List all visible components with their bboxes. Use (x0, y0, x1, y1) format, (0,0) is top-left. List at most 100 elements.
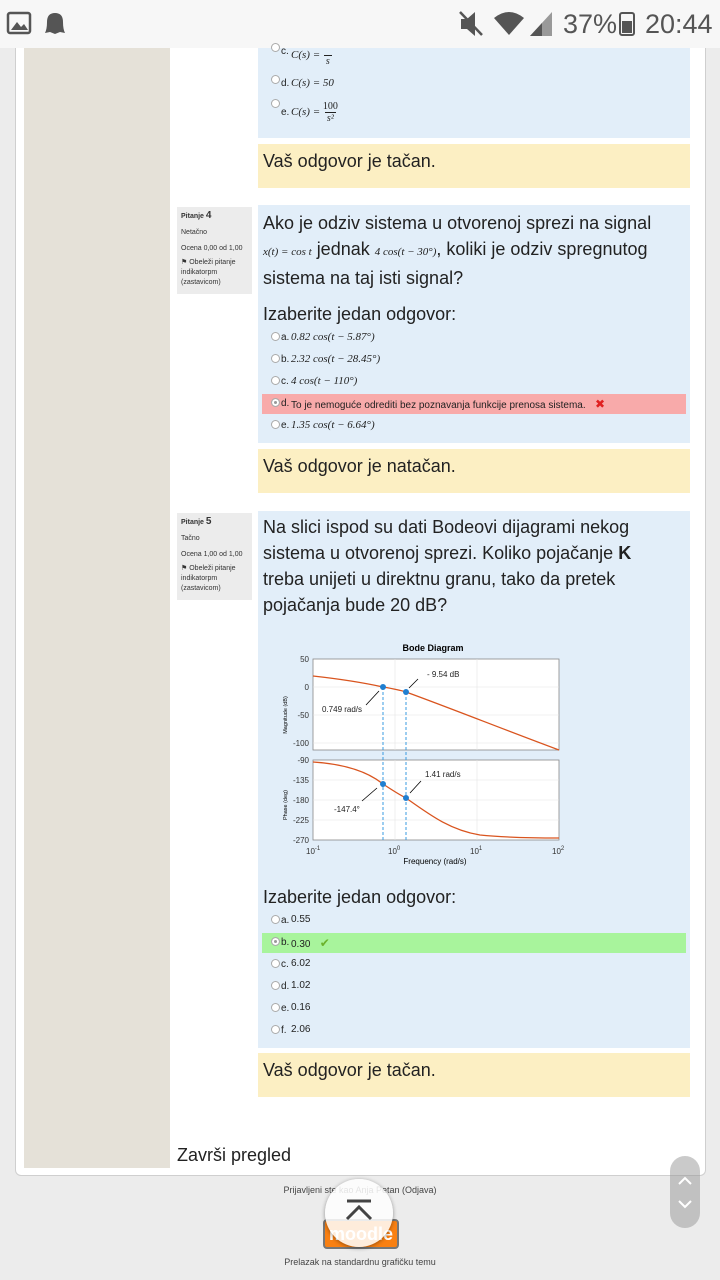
tick-exponent: 2 (561, 846, 565, 852)
option-label: b. (281, 937, 290, 948)
finish-review-link[interactable]: Završi pregled (177, 1145, 292, 1165)
option: c. 4 cos(t − 110°) (262, 372, 686, 392)
radio[interactable] (271, 75, 280, 84)
info-inner: Pitanje 4 Netačno Ocena 0,00 od 1,00 ⚑ O… (177, 207, 252, 292)
question-heading: Pitanje (181, 519, 204, 526)
option-label: d. (281, 398, 290, 409)
flag-question[interactable]: ⚑ Obeleži pitanje indikatorpm (zastavico… (181, 565, 236, 592)
annotation: 0.749 rad/s (322, 705, 362, 714)
y-tick-label: 50 (300, 655, 309, 664)
option-text: To je nemoguće odrediti bez poznavanja f… (291, 397, 606, 411)
y-tick-label: -100 (293, 739, 310, 748)
prompt: Izaberite jedan odgovor: (263, 304, 457, 324)
scroll-handle[interactable] (670, 1156, 700, 1228)
option-label: e. (281, 420, 290, 431)
y-axis-label: Phase (deg) (283, 790, 289, 820)
feedback-text: Vaš odgovor je natačan. (263, 456, 456, 476)
option-text: 4 cos(t − 110°) (291, 375, 358, 387)
question-line: x(t) = cos t jednak 4 cos(t − 30°), koli… (263, 239, 648, 259)
option: d. C(s) = 50 (262, 74, 686, 94)
radio[interactable] (271, 1025, 280, 1034)
option-text: 1.02 (291, 980, 311, 991)
option-text: 2.06 (291, 1024, 311, 1035)
denominator: s² (324, 112, 336, 124)
radio[interactable] (271, 376, 280, 385)
radio[interactable] (271, 398, 280, 407)
question-line: Ako je odziv sistema u otvorenoj sprezi … (263, 213, 652, 233)
formula-lhs: C(s) = (291, 106, 321, 119)
marker-point (403, 689, 409, 695)
question-text: Ako je odziv sistema u otvorenoj sprezi … (263, 210, 683, 291)
y-axis-label: Magnitude (dB) (283, 696, 289, 734)
scroll-top-icon (345, 1199, 373, 1221)
radio[interactable] (271, 937, 280, 946)
option-label: f. (281, 1025, 287, 1036)
magnitude-curve (312, 675, 560, 751)
option-text: 0.30 ✔ (291, 936, 330, 950)
radio[interactable] (271, 43, 280, 52)
feedback-text: Vaš odgovor je tačan. (263, 151, 436, 171)
option: f. 2.06 (262, 1021, 686, 1041)
option-label: d. (281, 78, 290, 89)
radio[interactable] (271, 915, 280, 924)
battery-percent: 37% (563, 9, 617, 39)
option: b. 2.32 cos(t − 28.45°) (262, 350, 686, 370)
question-number: Pitanje 4 (181, 211, 248, 222)
radio[interactable] (271, 959, 280, 968)
fraction: 100 s² (323, 101, 338, 124)
option: d. 1.02 (262, 977, 686, 997)
mute-slash (459, 11, 483, 36)
option: e. 1.35 cos(t − 6.64°) (262, 416, 686, 436)
tick-base: 10 (388, 847, 397, 856)
question-state: Tačno (181, 535, 200, 542)
radio[interactable] (271, 420, 280, 429)
option: d. To je nemoguće odrediti bez poznavanja… (262, 394, 686, 414)
option-label: d. (281, 981, 290, 992)
question-info: Pitanje 5 Tačno Ocena 1,00 od 1,00 ⚑ Obe… (177, 513, 252, 600)
feedback: Vaš odgovor je tačan. (258, 1053, 690, 1097)
y-tick-label: 0 (305, 683, 310, 692)
clock: 20:44 (645, 9, 713, 39)
annotation: -147.4° (334, 805, 360, 814)
option: e. C(s) = 100 s² (262, 98, 686, 128)
question-4-content: Ako je odziv sistema u otvorenoj sprezi … (258, 205, 690, 443)
y-tick-label: -50 (297, 711, 309, 720)
question-5-content: Na slici ispod su dati Bodeovi dijagrami… (258, 511, 690, 1048)
radio[interactable] (271, 99, 280, 108)
option-text: 2.32 cos(t − 28.45°) (291, 353, 381, 365)
text: koliki je odziv spregnutog (446, 239, 648, 259)
marker-point (380, 781, 386, 787)
option-label: e. (281, 1003, 290, 1014)
theme-link[interactable]: Prelazak na standardnu grafičku temu (284, 1257, 436, 1267)
formula: 4 cos(t − 30°) (374, 246, 437, 258)
feedback: Vaš odgovor je natačan. (258, 449, 690, 493)
text-bold: K (618, 543, 632, 563)
tick-base: 10 (552, 847, 561, 856)
scroll-top-button[interactable] (325, 1179, 393, 1247)
denominator: s (323, 55, 332, 67)
question-text: Na slici ispod su dati Bodeovi dijagrami… (263, 514, 658, 618)
flag-text[interactable]: Obeleži pitanje indikatorpm (zastavicom) (181, 259, 236, 286)
flag-text[interactable]: Obeleži pitanje indikatorpm (zastavicom) (181, 565, 236, 592)
y-tick-label: -180 (293, 796, 310, 805)
radio[interactable] (271, 1003, 280, 1012)
question-grade: Ocena 0,00 od 1,00 (181, 245, 243, 252)
radio[interactable] (271, 332, 280, 341)
radio[interactable] (271, 354, 280, 363)
flag-question[interactable]: ⚑ Obeleži pitanje indikatorpm (zastavico… (181, 259, 236, 286)
x-axis-label: Frequency (rad/s) (403, 857, 466, 866)
numerator: 100 (322, 101, 338, 112)
option-text: 0.82 cos(t − 5.87°) (291, 331, 375, 343)
tick-exponent: -1 (315, 846, 321, 852)
tick-exponent: 0 (397, 846, 401, 852)
signal-icon (530, 12, 552, 36)
radio[interactable] (271, 981, 280, 990)
option: a. 0.55 (262, 911, 686, 931)
y-tick-label: -135 (293, 776, 310, 785)
question-info: Pitanje 4 Netačno Ocena 0,00 od 1,00 ⚑ O… (177, 207, 252, 294)
feedback: Vaš odgovor je tačan. (258, 144, 690, 188)
status-bar: 37% 20:44 (0, 0, 720, 48)
battery-level (622, 21, 632, 33)
annotation-arrows (361, 678, 422, 802)
wifi-icon (494, 12, 524, 35)
